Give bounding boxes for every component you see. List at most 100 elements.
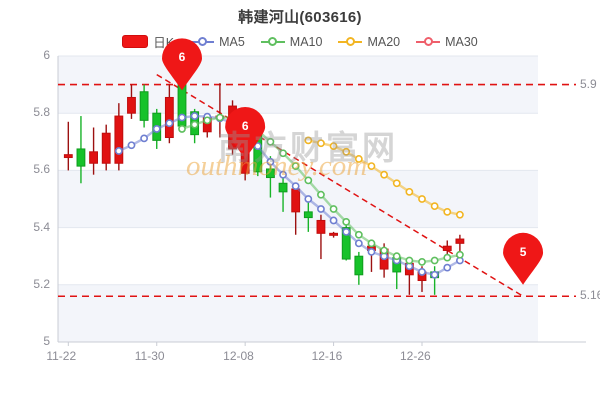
series-marker-ma20 — [392, 179, 401, 188]
reference-line-label-5.16: 5.16 — [580, 288, 600, 303]
series-marker-ma10 — [405, 256, 414, 265]
series-marker-ma5 — [291, 182, 300, 191]
series-marker-ma20 — [367, 162, 376, 171]
series-marker-ma10 — [418, 258, 426, 266]
series-marker-ma5 — [443, 263, 452, 272]
series-marker-ma20 — [405, 187, 414, 196]
series-marker-ma5 — [354, 239, 363, 248]
candle-body — [114, 115, 124, 164]
series-marker-ma20 — [418, 195, 426, 203]
series-marker-ma5 — [165, 119, 174, 128]
legend-label: MA5 — [219, 34, 245, 49]
series-marker-ma20 — [430, 202, 439, 211]
series-marker-ma5 — [178, 113, 186, 122]
series-marker-ma5 — [317, 205, 325, 213]
candle-body — [139, 91, 149, 121]
legend-item-ma20[interactable]: MA20 — [338, 35, 400, 49]
series-marker-ma20 — [317, 139, 325, 148]
series-marker-ma10 — [329, 205, 338, 213]
series-marker-ma5 — [329, 216, 338, 225]
legend-item-ma5[interactable]: MA5 — [190, 35, 245, 49]
ytick-label: 6 — [43, 48, 50, 62]
series-marker-ma10 — [443, 253, 452, 262]
candle-body — [127, 96, 136, 114]
xtick-label: 12-16 — [311, 349, 343, 363]
series-marker-ma10 — [279, 149, 287, 158]
series-marker-ma10 — [455, 250, 464, 259]
ytick-label: 5.4 — [33, 219, 50, 234]
candle-body — [341, 227, 351, 260]
ytick-label: 5 — [43, 334, 50, 348]
pin-marker-1 — [225, 106, 266, 159]
series-marker-ma10 — [291, 162, 300, 171]
candle-body — [442, 245, 452, 251]
series-marker-ma10 — [367, 239, 376, 248]
series-marker-ma20 — [304, 136, 313, 145]
legend-label: MA30 — [445, 34, 478, 49]
xtick-label: 12-26 — [400, 349, 431, 363]
legend-swatch-line — [416, 37, 441, 46]
series-marker-ma10 — [215, 113, 224, 122]
xtick-label: 11-30 — [134, 349, 165, 363]
candle-body — [89, 151, 98, 164]
series-marker-ma20 — [342, 147, 351, 156]
candle-body — [101, 132, 111, 164]
series-marker-ma5 — [114, 147, 123, 155]
chart-band — [58, 284, 538, 342]
series-marker-ma5 — [342, 227, 351, 236]
series-marker-ma20 — [380, 170, 389, 179]
legend-label: MA10 — [289, 34, 323, 49]
pin-marker-2 — [503, 232, 544, 285]
series-marker-ma5 — [190, 112, 199, 120]
series-marker-ma20 — [329, 142, 338, 150]
candle-body — [278, 182, 288, 193]
series-marker-ma5 — [418, 268, 426, 276]
candle-body — [266, 168, 275, 179]
series-marker-ma10 — [392, 252, 401, 261]
series-marker-ma10 — [266, 137, 275, 146]
series-marker-ma5 — [127, 141, 136, 150]
page-title: 韩建河山(603616) — [238, 9, 362, 26]
series-marker-ma10 — [342, 217, 351, 226]
pin-marker-0 — [162, 38, 202, 91]
trend-line — [156, 73, 524, 297]
reference-line-label-5.9: 5.9 — [580, 76, 597, 91]
series-marker-ma10 — [203, 116, 212, 125]
series-marker-ma5 — [367, 248, 376, 256]
ytick-label: 5.8 — [33, 105, 50, 120]
series-marker-ma10 — [430, 256, 439, 265]
series-marker-ma5 — [279, 170, 287, 179]
legend-swatch-box — [122, 35, 149, 48]
legend-swatch-line — [338, 37, 363, 46]
candle-body — [303, 211, 313, 219]
xtick-label: 11-22 — [46, 349, 77, 363]
series-marker-ma5 — [304, 195, 313, 203]
candle-body — [354, 255, 364, 276]
series-marker-ma10 — [190, 120, 199, 129]
series-marker-ma5 — [266, 157, 275, 166]
series-marker-ma5 — [253, 142, 262, 150]
series-marker-ma10 — [178, 125, 186, 133]
series-marker-ma10 — [304, 176, 313, 185]
xtick-label: 12-08 — [223, 349, 254, 363]
candle-body — [329, 232, 338, 236]
series-marker-ma10 — [354, 230, 363, 239]
series-marker-ma20 — [443, 207, 452, 216]
series-marker-ma10 — [380, 246, 389, 255]
candle-body — [316, 219, 326, 234]
series-marker-ma20 — [455, 210, 464, 219]
series-marker-ma5 — [152, 125, 161, 133]
candle-body — [455, 238, 465, 244]
series-line-ma5 — [118, 114, 461, 276]
series-marker-ma20 — [354, 155, 363, 163]
candle-body — [76, 148, 86, 167]
ytick-label: 5.6 — [33, 162, 50, 177]
legend-swatch-line — [260, 37, 285, 46]
legend-item-ma30[interactable]: MA30 — [416, 35, 478, 49]
candle-body — [291, 188, 301, 213]
legend-item-ma10[interactable]: MA10 — [260, 34, 323, 49]
candle-body — [63, 154, 73, 159]
series-marker-ma10 — [317, 190, 325, 199]
